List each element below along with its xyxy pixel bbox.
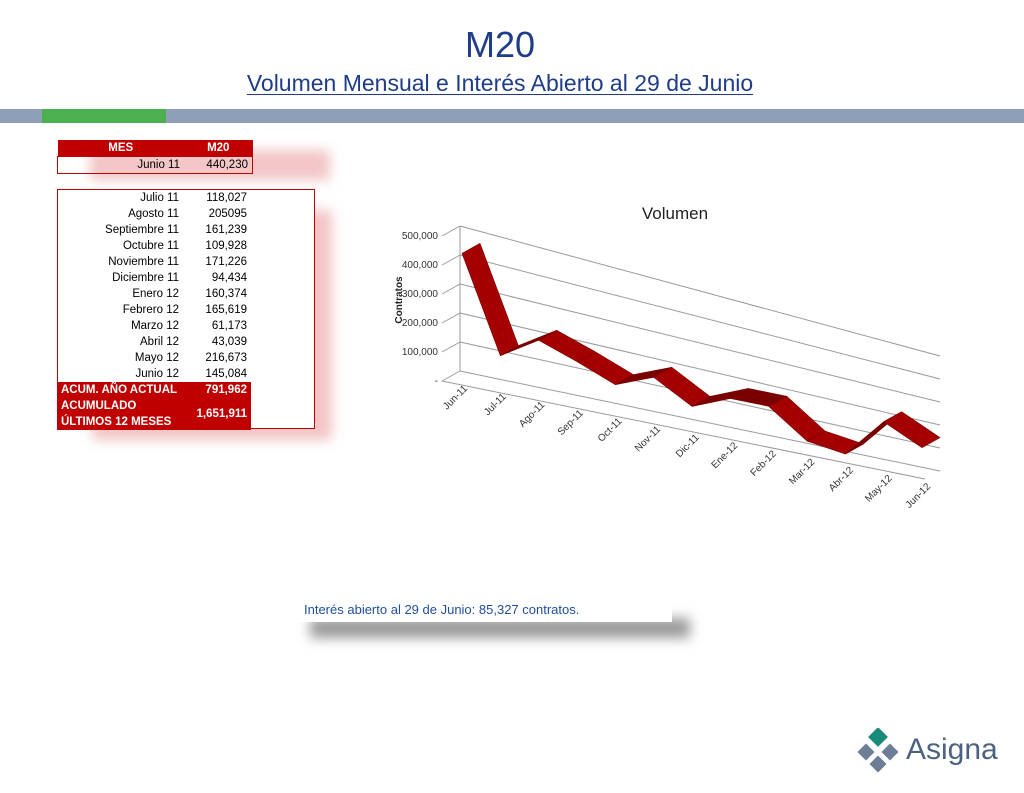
- chart-series: [461, 242, 941, 455]
- row-mes: Mayo 12: [134, 352, 179, 364]
- row-value: 205095: [208, 208, 247, 220]
- table-row: Febrero 12 165,619: [57, 302, 251, 318]
- x-tick-label: Nov-11: [633, 424, 663, 454]
- row-value: 171,226: [205, 256, 247, 268]
- series-segment: [883, 411, 941, 448]
- table-total-row: ACUMULADO ÚLTIMOS 12 MESES 1,651,911: [57, 398, 251, 430]
- row-value: 165,619: [205, 304, 247, 316]
- row-mes: Septiembre 11: [105, 224, 179, 236]
- x-tick-label: Oct-11: [596, 416, 625, 445]
- x-tick-label: Jun-12: [904, 481, 934, 511]
- row-value: 440,230: [206, 159, 248, 171]
- header-accent-bar: [42, 109, 166, 123]
- table-total-row: ACUM. AÑO ACTUAL 791,962: [57, 382, 251, 398]
- grid-line: [459, 283, 941, 403]
- row-mes: Octubre 11: [122, 240, 179, 252]
- volume-chart: - 100,000 200,000 300,000 400,000 500,000 Jun…: [394, 204, 941, 511]
- row-value: 94,434: [211, 272, 247, 284]
- y-tick-label: -: [435, 376, 438, 387]
- total-value: 791,962: [183, 382, 251, 398]
- x-tick-label: Ago-11: [517, 399, 547, 429]
- x-tick-label: Feb-12: [749, 448, 779, 478]
- table-row: Marzo 12 61,173: [57, 318, 251, 334]
- row-mes: Enero 12: [132, 288, 179, 300]
- row-mes: Junio 11: [137, 159, 180, 171]
- table-main: Julio 11 118,027 Agosto 11 205095 Septiembre…: [57, 190, 251, 430]
- table-row: Diciembre 11 94,434: [57, 270, 251, 286]
- chart-title: Volumen: [642, 204, 708, 223]
- table-header-block: MES M20 Junio 11 440,230: [57, 140, 253, 174]
- grid-line: [441, 283, 461, 295]
- table-row: Abril 12 43,039: [57, 334, 251, 350]
- grid-line: [441, 341, 461, 353]
- row-value: 118,027: [206, 192, 247, 204]
- total-label: ACUM. AÑO ACTUAL: [57, 382, 183, 398]
- table-row: Enero 12 160,374: [57, 286, 251, 302]
- grid-line: [459, 225, 941, 357]
- row-mes: Marzo 12: [131, 320, 179, 332]
- y-tick-label: 500,000: [402, 231, 439, 242]
- asigna-logo-text: Asigna: [906, 733, 998, 766]
- table-row: Junio 12 145,084: [57, 366, 251, 382]
- grid-line: [459, 312, 941, 426]
- grid-line: [459, 370, 941, 472]
- x-tick-label: May-12: [863, 473, 895, 505]
- col-header-m20: M20: [184, 140, 253, 157]
- grid-line: [459, 254, 941, 380]
- row-mes: Junio 12: [135, 368, 179, 380]
- note-shadow: [310, 618, 690, 638]
- series-segment: [461, 242, 519, 357]
- table-row: Agosto 11 205095: [57, 206, 251, 222]
- row-mes: Julio 11: [140, 192, 179, 204]
- x-tick-label: Dic-11: [674, 432, 702, 460]
- col-header-mes: MES: [57, 140, 184, 157]
- page-title: M20: [464, 24, 536, 65]
- row-mes: Agosto 11: [128, 208, 179, 220]
- row-value: 216,673: [205, 352, 247, 364]
- page-subtitle: Volumen Mensual e Interés Abierto al 29 …: [246, 70, 754, 96]
- y-tick-label: 300,000: [402, 289, 439, 300]
- table-row: Junio 11 440,230: [57, 156, 253, 174]
- row-mes: Abril 12: [140, 336, 179, 348]
- header-divider-bar: [0, 109, 1024, 123]
- series-segment: [768, 395, 826, 442]
- chart-y-axis-label: Contratos: [394, 276, 405, 324]
- table-row: Septiembre 11 161,239: [57, 222, 251, 238]
- row-mes: Noviembre 11: [108, 256, 179, 268]
- chart-y-ticks: - 100,000 200,000 300,000 400,000 500,000: [402, 231, 439, 387]
- row-mes: Diciembre 11: [112, 272, 179, 284]
- table-row: Julio 11 118,027: [57, 190, 251, 206]
- row-value: 145,084: [205, 368, 247, 380]
- grid-line: [441, 254, 461, 266]
- grid-line: [441, 370, 461, 382]
- open-interest-note: Interés abierto al 29 de Junio: 85,327 c…: [298, 600, 672, 622]
- row-value: 161,239: [205, 224, 247, 236]
- x-tick-label: Jun-11: [441, 383, 470, 412]
- total-label: ACUMULADO ÚLTIMOS 12 MESES: [57, 398, 183, 430]
- x-tick-label: Sep-11: [556, 408, 586, 438]
- table-row: Mayo 12 216,673: [57, 350, 251, 366]
- row-value: 43,039: [211, 336, 247, 348]
- row-value: 61,173: [211, 320, 247, 332]
- table-header-row: MES M20: [57, 140, 253, 157]
- y-tick-label: 400,000: [402, 260, 439, 271]
- total-value: 1,651,911: [183, 398, 251, 430]
- grid-line: [441, 312, 461, 324]
- floor-edge: [441, 380, 926, 480]
- table-row: Octubre 11 109,928: [57, 238, 251, 254]
- x-tick-label: Abr-12: [827, 465, 856, 494]
- row-value: 160,374: [205, 288, 247, 300]
- row-value: 109,928: [205, 240, 247, 252]
- x-tick-label: Jul-11: [482, 391, 509, 418]
- x-tick-label: Mar-12: [787, 457, 817, 487]
- grid-line: [441, 225, 461, 237]
- table-row: Noviembre 11 171,226: [57, 254, 251, 270]
- asigna-logo-icon: [857, 728, 899, 773]
- chart-grid: [441, 225, 941, 480]
- y-tick-label: 100,000: [402, 347, 439, 358]
- y-tick-label: 200,000: [402, 318, 439, 329]
- x-tick-label: Ene-12: [710, 440, 741, 471]
- row-mes: Febrero 12: [122, 304, 179, 316]
